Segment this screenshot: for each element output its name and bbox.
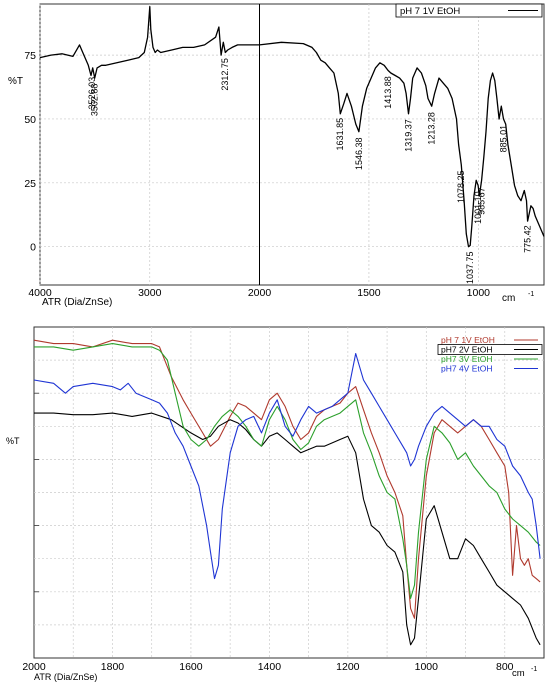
chart-top-y-tick-label: 75	[24, 50, 36, 62]
chart-top-x-axis-label: ATR (Dia/ZnSe)	[42, 297, 112, 308]
chart-bottom-x-unit: cm	[512, 668, 525, 679]
chart-top-peak-label: 2312.75	[220, 58, 230, 91]
chart-top-peak-label: 1078.25	[456, 171, 466, 204]
chart-bottom-x-tick-label: 800	[496, 661, 514, 673]
chart-top-peak-label: 1546.38	[354, 138, 364, 171]
chart-top-peak-label: 885.01	[499, 125, 509, 153]
chart-top-y-tick-labels: 75 50 25 0	[24, 50, 36, 254]
chart-top-peak-label: 1631.85	[335, 118, 345, 151]
chart-top-legend-label: pH 7 1V EtOH	[400, 6, 460, 17]
chart-bottom-series-line-4	[33, 352, 541, 580]
chart-bottom-x-tick-labels: 2000 1800 1600 1400 1200 1000 800	[22, 661, 513, 673]
chart-top-x-tick-label: 1500	[357, 287, 381, 299]
chart-bottom-x-tick-label: 2000	[22, 661, 46, 673]
chart-top-y-tick-label: 25	[24, 178, 36, 190]
chart-bottom: 2000 1800 1600 1400 1200 1000 800 %T ATR (Dia/…	[6, 326, 545, 682]
chart-top-x-tick-label: 2000	[248, 287, 272, 299]
chart-bottom-series-line-1	[33, 339, 541, 619]
chart-top-series-line-1	[39, 5, 545, 248]
chart-top-peak-label: 1319.37	[404, 119, 414, 152]
chart-top-y-axis-label: %T	[8, 76, 23, 87]
chart-bottom-legend-label: pH7 3V EtOH	[441, 354, 493, 364]
chart-bottom-legend-label: pH7 2V EtOH	[441, 345, 493, 355]
chart-top-peak-label: 1001.10	[473, 191, 483, 224]
chart-top-legend: pH 7 1V EtOH	[395, 3, 543, 18]
chart-bottom-x-tick-label: 1800	[101, 661, 125, 673]
chart-top-x-tick-label: 3000	[138, 287, 162, 299]
chart-bottom-series-line-2	[34, 412, 541, 646]
chart-top-peak-label: 1213.28	[427, 112, 437, 145]
chart-bottom-grid	[34, 327, 544, 658]
chart-top-plot-frame	[39, 3, 545, 286]
chart-bottom-series-line-3	[34, 343, 541, 599]
chart-bottom-x-tick-label: 1200	[336, 661, 360, 673]
chart-top-x-tick-labels: 4000 3000 2000 1500 1000	[28, 287, 490, 299]
chart-bottom-x-unit-exponent: -1	[531, 666, 537, 673]
chart-top-peak-label: 775.42	[523, 225, 533, 253]
chart-bottom-legend-highlight-box	[437, 344, 543, 355]
chart-top-legend-box	[395, 3, 543, 18]
chart-bottom-x-axis-label: ATR (Dia/ZnSe)	[34, 672, 97, 682]
chart-bottom-series-group	[33, 339, 541, 646]
chart-bottom-legend-label: pH7 4V EtOH	[441, 364, 493, 374]
chart-bottom-x-tick-label: 1400	[258, 661, 282, 673]
chart-top-peak-label: 985.67	[477, 187, 487, 215]
chart-top-x-tick-label: 4000	[28, 287, 52, 299]
chart-bottom-legend-label: pH 7 1V EtOH	[441, 335, 495, 345]
chart-top-peak-label: 3526.03	[87, 77, 97, 110]
chart-top-peak-label: 3502.88	[90, 84, 100, 117]
chart-top-y-tick-label: 0	[30, 242, 36, 254]
chart-top-x-unit: cm	[502, 293, 515, 304]
chart-top-x-unit-exponent: -1	[528, 291, 534, 298]
chart-top-series-group	[39, 5, 545, 248]
chart-bottom-x-tick-label: 1600	[179, 661, 203, 673]
chart-top-peak-label: 1037.75	[465, 252, 475, 285]
chart-top-x-tick-label: 1000	[467, 287, 491, 299]
chart-top-peak-label: 1413.88	[383, 76, 393, 109]
chart-bottom-y-axis-label: %T	[6, 436, 20, 446]
chart-bottom-x-tick-label: 1000	[415, 661, 439, 673]
chart-top-y-tick-label: 50	[24, 114, 36, 126]
